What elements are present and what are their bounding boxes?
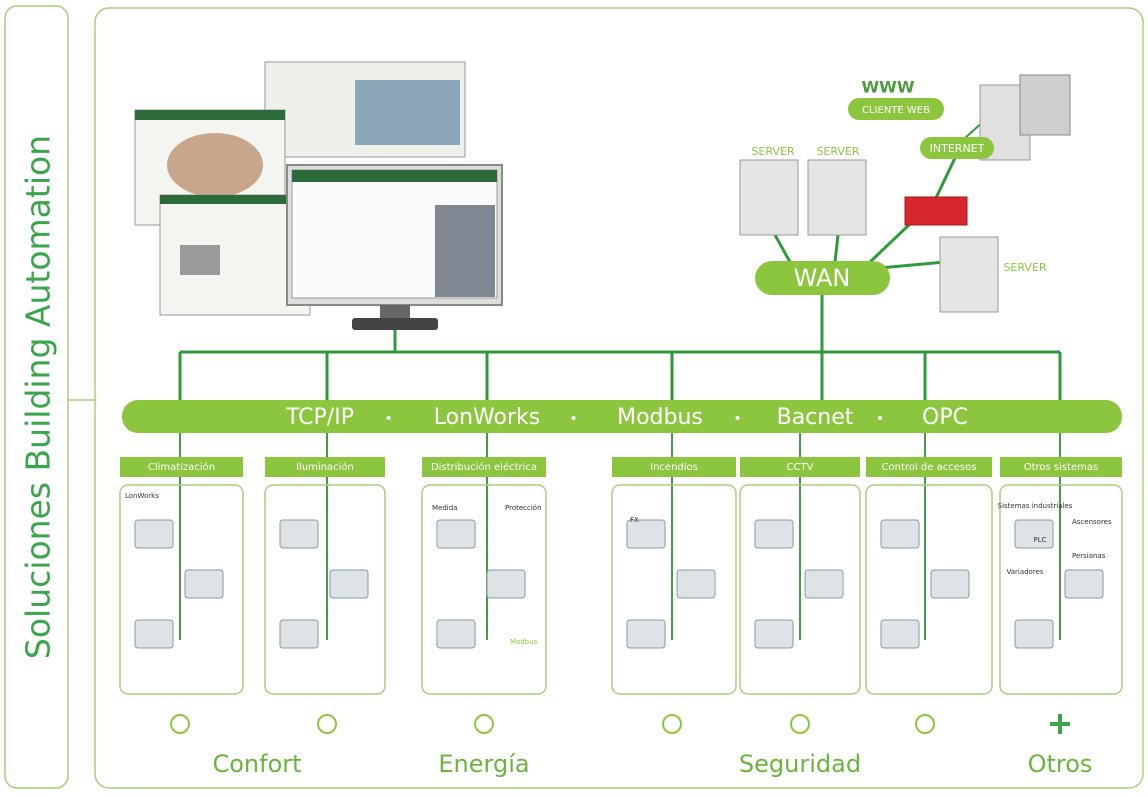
system-box: [866, 485, 992, 694]
device-label: Modbus: [510, 638, 538, 646]
group-label: Otros: [1028, 750, 1093, 778]
www-label: WWW: [862, 78, 915, 97]
diagram: Soluciones Building Automation WWW CLIENT…: [0, 0, 1148, 793]
icon: [791, 715, 809, 733]
monitor-stand: [380, 305, 410, 320]
device: [135, 620, 173, 648]
system-label: Distribución eléctrica: [431, 461, 537, 473]
device: [330, 570, 368, 598]
device: [280, 620, 318, 648]
web-client-label: CLIENTE WEB: [862, 105, 930, 116]
internet-label: INTERNET: [930, 142, 985, 155]
device-label: Ascensores: [1072, 518, 1112, 526]
device-label: Protección: [505, 504, 542, 512]
screen-image: [180, 245, 220, 275]
link: [870, 222, 912, 262]
screen-image: [355, 80, 460, 145]
device: [627, 520, 665, 548]
wan-label: WAN: [794, 264, 851, 292]
device: [931, 570, 969, 598]
monitor-base: [352, 318, 438, 330]
group-label: Energía: [438, 750, 529, 778]
device: [805, 570, 843, 598]
server: [808, 160, 866, 235]
link: [880, 262, 945, 268]
protocol-label: OPC: [922, 405, 968, 430]
device: [437, 520, 475, 548]
system-label: Climatización: [148, 461, 215, 473]
device: [1015, 620, 1053, 648]
link: [835, 235, 838, 262]
system-label: Control de accesos: [882, 462, 977, 473]
link: [775, 235, 790, 262]
system-box: [120, 485, 243, 694]
group-label: Confort: [212, 750, 301, 778]
screen-bar: [292, 170, 497, 182]
server-label: SERVER: [816, 145, 859, 158]
device: [627, 620, 665, 648]
separator: [572, 416, 576, 420]
computer-monitor: [1020, 75, 1070, 135]
device: [185, 570, 223, 598]
device-label: Variadores: [1006, 568, 1043, 576]
screen-bar: [135, 110, 285, 120]
device-label: PLC: [1033, 536, 1046, 544]
icon: [1050, 714, 1070, 734]
icon: [475, 715, 493, 733]
server: [940, 237, 998, 312]
system-label: Otros sistemas: [1024, 462, 1099, 473]
device: [1065, 570, 1103, 598]
icon: [171, 715, 189, 733]
protocol-label: LonWorks: [434, 405, 540, 430]
protocol-label: TCP/IP: [285, 405, 354, 430]
server-label: SERVER: [751, 145, 794, 158]
separator: [387, 416, 391, 420]
device: [755, 620, 793, 648]
screen-image: [435, 205, 495, 297]
device-label: Persianas: [1072, 552, 1106, 560]
icon: [916, 715, 934, 733]
separator: [736, 416, 740, 420]
system-label: CCTV: [787, 462, 814, 473]
link: [935, 158, 955, 200]
icon: [318, 715, 336, 733]
group-label: Seguridad: [739, 750, 861, 778]
device: [677, 570, 715, 598]
screen-image: [167, 133, 263, 197]
system-label: Incendios: [650, 462, 698, 473]
device: [487, 570, 525, 598]
device: [437, 620, 475, 648]
server: [740, 160, 798, 235]
title: Soluciones Building Automation: [19, 135, 58, 659]
device-label: FX: [630, 516, 639, 524]
device: [755, 520, 793, 548]
protocol-label: Bacnet: [777, 405, 854, 430]
device-label: Medida: [432, 504, 457, 512]
device: [881, 520, 919, 548]
device: [280, 520, 318, 548]
device: [881, 620, 919, 648]
server-label: SERVER: [1003, 261, 1046, 274]
device: [135, 520, 173, 548]
icon: [663, 715, 681, 733]
system-label: Iluminación: [296, 461, 354, 473]
firewall: [905, 197, 967, 225]
device-label: Sistemas industriales: [998, 502, 1073, 510]
separator: [878, 416, 882, 420]
protocol-label: Modbus: [617, 405, 703, 430]
system-box: [422, 485, 546, 694]
device-label: LonWorks: [125, 492, 159, 500]
